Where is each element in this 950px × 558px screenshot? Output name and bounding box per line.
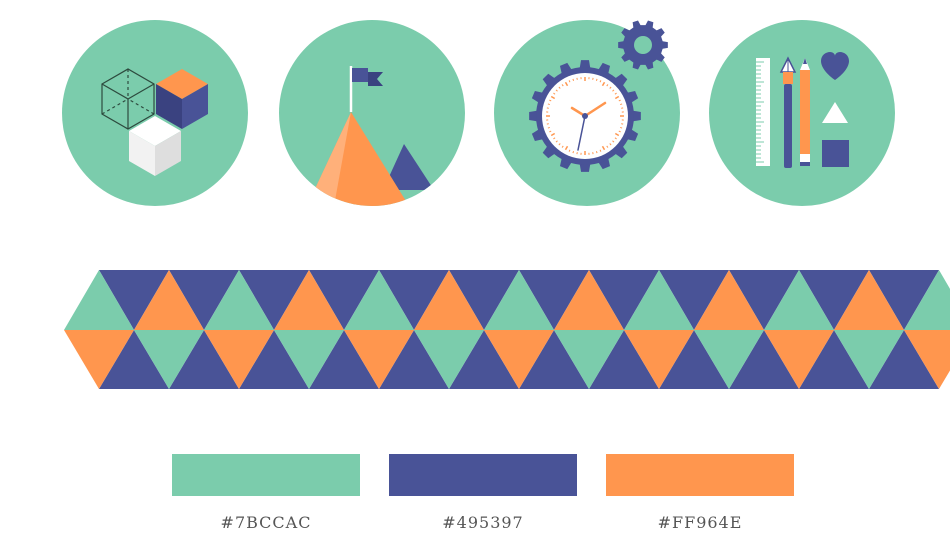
banner-triangle xyxy=(274,270,344,330)
banner-triangle xyxy=(274,330,344,389)
banner-triangle xyxy=(204,270,274,330)
banner-triangle xyxy=(869,330,939,389)
banner-triangle xyxy=(834,330,904,389)
banner-triangle xyxy=(904,270,950,330)
banner-triangle xyxy=(239,330,309,389)
banner-triangle xyxy=(169,270,239,330)
banner-triangle xyxy=(449,270,519,330)
banner-triangle xyxy=(484,270,554,330)
swatch-orange xyxy=(606,454,794,496)
banner-triangle xyxy=(694,270,764,330)
banner-triangle xyxy=(519,270,589,330)
banner-triangle xyxy=(379,330,449,389)
design-tools-icon xyxy=(709,20,895,206)
banner-triangle xyxy=(99,330,169,389)
banner-triangle xyxy=(589,330,659,389)
banner-triangle xyxy=(729,270,799,330)
banner-triangle xyxy=(169,330,239,389)
banner-triangle xyxy=(554,330,624,389)
banner-triangle xyxy=(624,330,694,389)
banner-triangle xyxy=(694,330,764,389)
clock-gear-icon xyxy=(494,20,680,206)
banner-triangle xyxy=(414,270,484,330)
swatch-mint xyxy=(172,454,360,496)
banner-triangle xyxy=(624,270,694,330)
banner-triangle xyxy=(484,330,554,389)
banner-triangle xyxy=(659,330,729,389)
banner-triangle xyxy=(239,270,309,330)
banner-triangle xyxy=(904,330,950,389)
banner-triangle xyxy=(799,270,869,330)
swatch-label-mint: #7BCCAC xyxy=(220,513,312,532)
swatch-label-navy: #495397 xyxy=(442,513,524,532)
banner-triangle xyxy=(729,330,799,389)
banner-triangle xyxy=(309,330,379,389)
banner-triangle xyxy=(99,270,169,330)
banner-triangle xyxy=(554,270,624,330)
swatch-label-orange: #FF964E xyxy=(657,513,743,532)
banner-triangle xyxy=(589,270,659,330)
banner-triangle xyxy=(64,330,134,389)
banner-triangle xyxy=(414,330,484,389)
banner-triangle xyxy=(134,270,204,330)
banner-triangle xyxy=(834,270,904,330)
cubes-icon xyxy=(62,20,248,206)
banner-triangle xyxy=(764,270,834,330)
mountain-flag-icon xyxy=(279,20,465,206)
banner-triangle xyxy=(869,270,939,330)
banner-triangle xyxy=(764,330,834,389)
banner-triangle xyxy=(134,330,204,389)
banner-triangle xyxy=(799,330,869,389)
banner-triangle xyxy=(344,270,414,330)
banner-triangle xyxy=(449,330,519,389)
banner-triangle xyxy=(379,270,449,330)
banner-triangle xyxy=(344,330,414,389)
banner-triangle xyxy=(309,270,379,330)
banner-triangle xyxy=(64,270,134,330)
swatch-navy xyxy=(389,454,577,496)
banner-triangle xyxy=(204,330,274,389)
banner-triangle xyxy=(519,330,589,389)
banner-triangle xyxy=(659,270,729,330)
